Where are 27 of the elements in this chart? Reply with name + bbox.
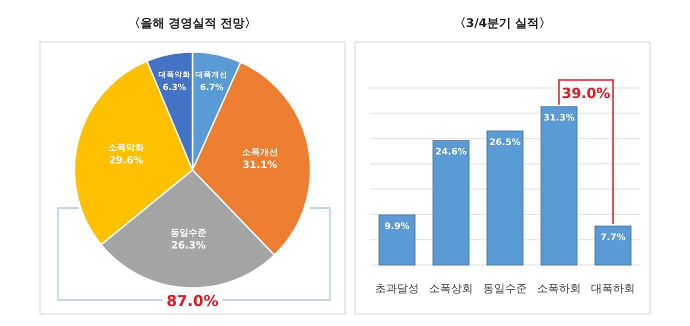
bar — [594, 226, 632, 266]
slice-label: 동일수준 — [170, 228, 206, 238]
data-label: 6.3% — [162, 82, 187, 93]
data-label: 6.7% — [200, 82, 224, 93]
chart-title: 〈올해 경영실적 전망〉 — [128, 16, 257, 30]
annotation: 39.0% — [562, 86, 610, 102]
x-tick-label: 초과달성 — [375, 282, 419, 295]
data-label: 31.1% — [242, 160, 278, 172]
bar — [432, 140, 470, 266]
data-label: 31.3% — [543, 114, 575, 124]
data-label: 9.9% — [384, 222, 410, 232]
x-tick-label: 소폭하회 — [537, 282, 581, 295]
data-label: 29.6% — [108, 155, 144, 166]
slice-label: 소폭악화 — [108, 143, 144, 154]
data-label: 24.6% — [435, 148, 467, 158]
bar — [486, 130, 524, 266]
x-tick-label: 소폭상회 — [429, 282, 473, 295]
bar — [378, 214, 416, 266]
data-label: 26.5% — [489, 138, 521, 148]
x-tick-label: 대폭하회 — [591, 282, 635, 295]
data-label: 7.7% — [600, 233, 626, 244]
slice-label: 소폭개선 — [242, 148, 278, 158]
bar — [540, 106, 578, 266]
chart-title: 〈3/4분기 실적〉 — [454, 16, 552, 30]
text: 87.0% — [166, 292, 219, 310]
x-tick-label: 동일수준 — [483, 282, 527, 295]
data-label: 26.3% — [171, 240, 206, 252]
